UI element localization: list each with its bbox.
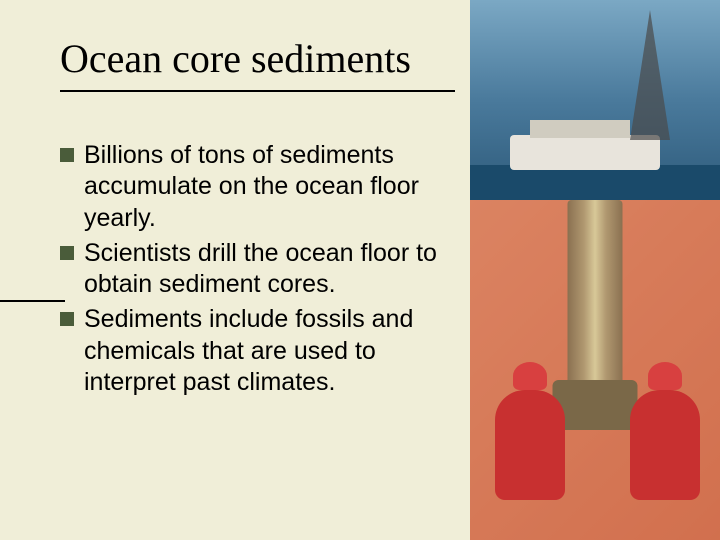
workers-image — [470, 200, 720, 540]
water — [470, 165, 720, 200]
bullet-text: Billions of tons of sediments accumulate… — [84, 140, 470, 234]
bullet-text: Sediments include fossils and chemicals … — [84, 304, 470, 398]
bullet-item: Sediments include fossils and chemicals … — [60, 304, 470, 398]
bullet-marker — [60, 148, 74, 162]
worker-icon — [495, 390, 565, 500]
side-accent-line — [0, 300, 65, 302]
content-area: Billions of tons of sediments accumulate… — [60, 140, 470, 402]
bullet-item: Billions of tons of sediments accumulate… — [60, 140, 470, 234]
bullet-marker — [60, 312, 74, 326]
title-underline — [60, 90, 455, 92]
ship-icon — [510, 135, 660, 170]
slide-title: Ocean core sediments — [60, 35, 411, 82]
worker-icon — [630, 390, 700, 500]
core-pipe-icon — [568, 200, 623, 400]
bullet-text: Scientists drill the ocean floor to obta… — [84, 238, 470, 301]
bullet-item: Scientists drill the ocean floor to obta… — [60, 238, 470, 301]
bullet-marker — [60, 246, 74, 260]
ship-image — [470, 0, 720, 200]
slide: Ocean core sediments Billions of tons of… — [0, 0, 720, 540]
